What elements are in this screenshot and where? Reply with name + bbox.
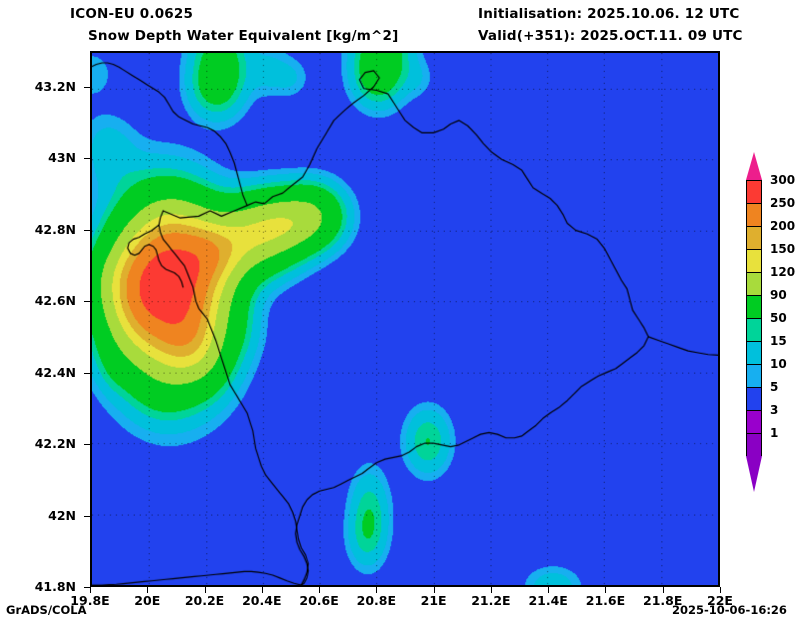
header-model-label: ICON-EU 0.0625 bbox=[70, 6, 194, 22]
y-axis-label: 43N bbox=[48, 150, 76, 166]
colorbar-band[interactable] bbox=[746, 295, 762, 318]
y-axis-tick bbox=[84, 372, 90, 374]
colorbar-band[interactable] bbox=[746, 226, 762, 249]
colorbar-band[interactable] bbox=[746, 272, 762, 295]
x-axis-label: 21.4E bbox=[528, 593, 568, 608]
y-axis-label: 42.2N bbox=[34, 436, 76, 452]
x-axis-tick bbox=[720, 587, 721, 593]
colorbar-band[interactable] bbox=[746, 249, 762, 272]
x-axis-tick bbox=[147, 587, 149, 593]
x-axis-label: 20.4E bbox=[242, 593, 282, 608]
y-axis-tick bbox=[84, 86, 90, 88]
x-axis-label: 20.6E bbox=[299, 593, 339, 608]
y-axis-tick bbox=[84, 158, 90, 160]
colorbar-tick-label: 1 bbox=[770, 426, 779, 440]
y-axis-tick bbox=[84, 301, 90, 303]
colorbar-tick-label: 250 bbox=[770, 196, 796, 210]
x-axis-label: 21.8E bbox=[643, 593, 683, 608]
header-valid-label: Valid(+351): 2025.OCT.11. 09 UTC bbox=[478, 28, 743, 44]
footer-credit: GrADS/COLA bbox=[6, 603, 87, 617]
x-axis-label: 21.2E bbox=[471, 593, 511, 608]
y-axis-tick bbox=[84, 229, 90, 231]
y-axis-label: 42N bbox=[48, 507, 76, 523]
x-axis-label: 21E bbox=[420, 593, 447, 608]
colorbar-band[interactable] bbox=[746, 318, 762, 341]
header-initialisation-label: Initialisation: 2025.10.06. 12 UTC bbox=[478, 6, 740, 22]
colorbar-band[interactable] bbox=[746, 364, 762, 387]
x-axis-label: 22E bbox=[707, 593, 733, 608]
x-axis-tick bbox=[605, 587, 607, 593]
colorbar-band[interactable] bbox=[746, 341, 762, 364]
x-axis-label: 19.8E bbox=[70, 593, 110, 608]
colorbar[interactable]: 300 250 200 150 120 90 50 15 10 5 3 1 bbox=[746, 152, 795, 492]
colorbar-tick-label: 3 bbox=[770, 403, 779, 417]
x-axis-label: 20.8E bbox=[356, 593, 397, 608]
colorbar-tick-label: 10 bbox=[770, 357, 787, 371]
x-axis-label: 20.2E bbox=[184, 593, 225, 608]
colorbar-band[interactable] bbox=[746, 387, 762, 410]
colorbar-bottom-arrow bbox=[746, 456, 762, 492]
x-axis-tick bbox=[90, 587, 91, 593]
colorbar-tick-label: 200 bbox=[770, 219, 796, 233]
colorbar-band[interactable] bbox=[746, 180, 762, 203]
colorbar-band[interactable] bbox=[746, 203, 762, 226]
colorbar-tick-label: 90 bbox=[770, 288, 787, 302]
x-axis-label: 20E bbox=[134, 593, 161, 608]
x-axis-tick bbox=[548, 587, 550, 593]
y-axis-label: 42.6N bbox=[34, 293, 76, 309]
x-axis-tick bbox=[662, 587, 664, 593]
y-axis-label: 41.8N bbox=[34, 579, 76, 594]
x-axis-tick bbox=[204, 587, 206, 593]
colorbar-band[interactable] bbox=[746, 433, 762, 456]
colorbar-tick-label: 50 bbox=[770, 311, 787, 325]
colorbar-tick-label: 300 bbox=[770, 173, 796, 187]
x-axis-label: 21.6E bbox=[585, 593, 626, 608]
y-axis-label: 42.4N bbox=[34, 364, 76, 380]
x-axis-tick bbox=[376, 587, 378, 593]
y-axis-tick bbox=[84, 515, 90, 517]
snow-depth-field-canvas bbox=[92, 53, 718, 585]
colorbar-tick-label: 15 bbox=[770, 334, 787, 348]
colorbar-tick-label: 5 bbox=[770, 380, 779, 394]
y-axis-tick bbox=[84, 587, 90, 588]
map-plot-area[interactable] bbox=[90, 51, 720, 587]
colorbar-tick-label: 120 bbox=[770, 265, 796, 279]
header-field-label: Snow Depth Water Equivalent [kg/m^2] bbox=[88, 28, 399, 44]
colorbar-tick-label: 150 bbox=[770, 242, 796, 256]
x-axis-tick bbox=[319, 587, 321, 593]
x-axis-tick bbox=[490, 587, 492, 593]
y-axis-label: 43.2N bbox=[34, 78, 76, 94]
y-axis-label: 42.8N bbox=[34, 221, 76, 237]
colorbar-top-arrow bbox=[746, 152, 762, 180]
x-axis-tick bbox=[433, 587, 435, 593]
x-axis-tick bbox=[261, 587, 263, 593]
footer-timestamp: 2025-10-06-16:26 bbox=[672, 603, 787, 617]
y-axis-tick bbox=[84, 444, 90, 446]
colorbar-band[interactable] bbox=[746, 410, 762, 433]
